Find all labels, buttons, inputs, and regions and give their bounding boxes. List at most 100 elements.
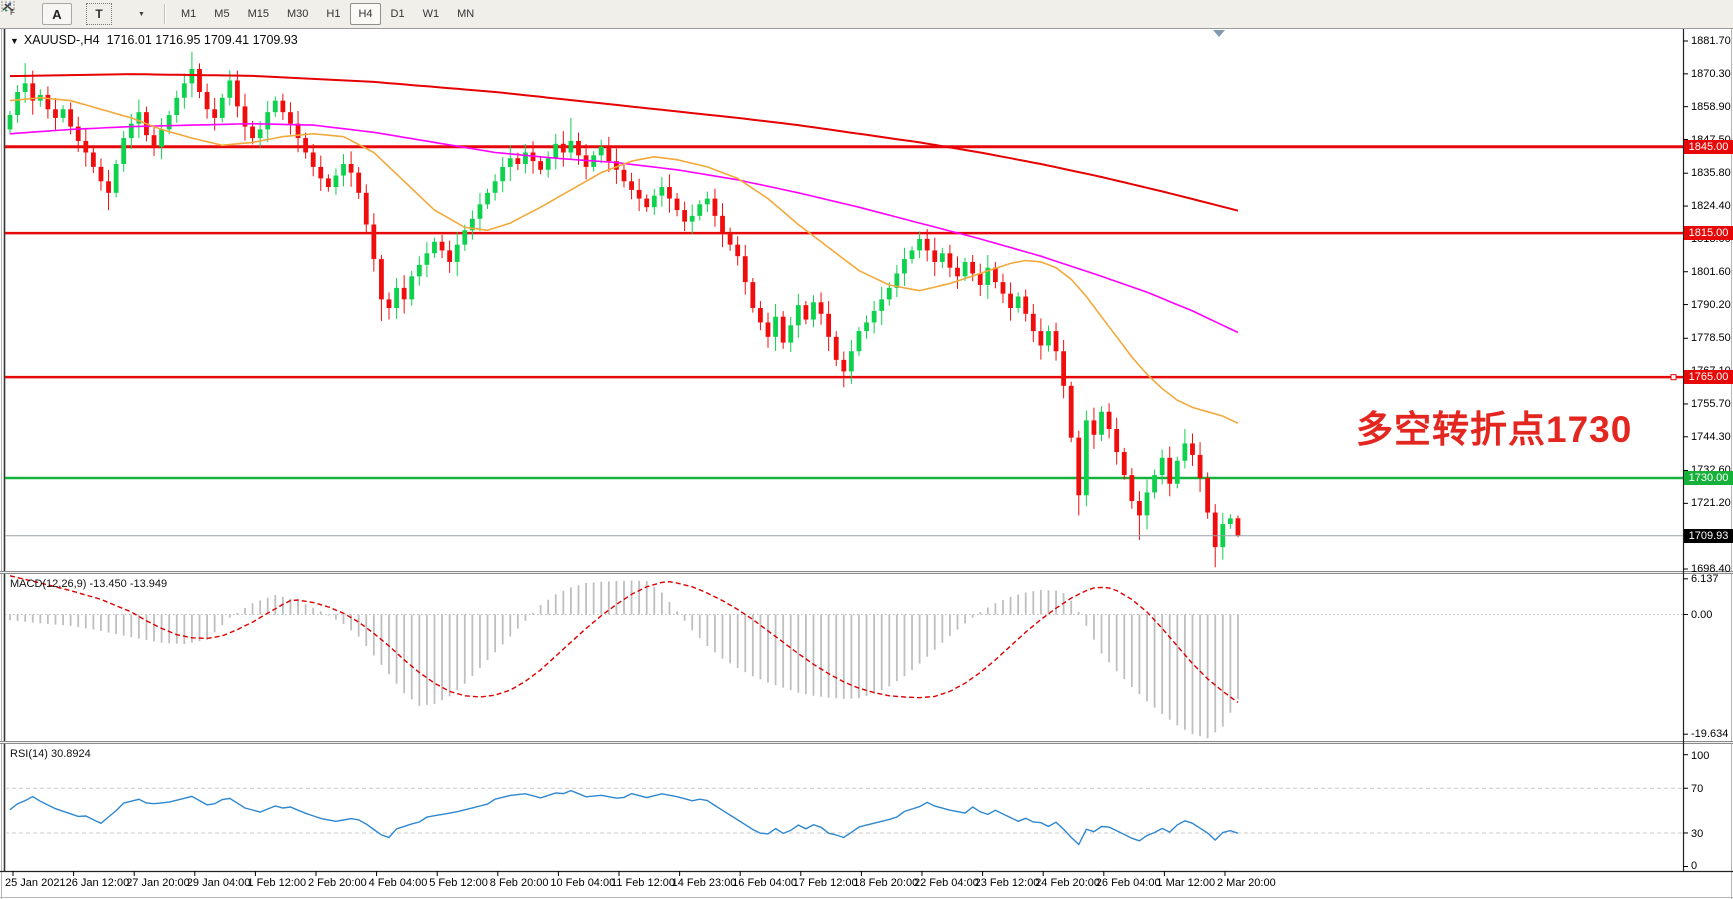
timeframe-button-M30[interactable]: M30 bbox=[286, 8, 309, 20]
timeframe-button-D1[interactable]: D1 bbox=[390, 8, 405, 20]
candle-36 bbox=[280, 100, 286, 113]
candle-108 bbox=[826, 313, 832, 337]
candle-13 bbox=[106, 181, 111, 193]
candle-42 bbox=[325, 178, 331, 188]
candle-92 bbox=[704, 198, 710, 205]
candle-103 bbox=[788, 325, 794, 343]
candle-32 bbox=[250, 126, 255, 139]
toolbar: F A T ▼ M1 M5 M15 M30 H1 H4 D1 W1 MN bbox=[0, 0, 1733, 29]
hline-price-label[interactable]: 1765.00 bbox=[1684, 370, 1733, 385]
candle-157 bbox=[1197, 454, 1203, 478]
timeframe-button-M5[interactable]: M5 bbox=[214, 8, 230, 20]
candle-34 bbox=[265, 112, 271, 130]
rsi-axis-tick: 30 bbox=[1691, 827, 1704, 840]
candle-130 bbox=[993, 267, 998, 283]
hline-price-label[interactable]: 1730.00 bbox=[1684, 470, 1733, 485]
candle-67 bbox=[515, 158, 521, 165]
candle-129 bbox=[985, 267, 991, 285]
candle-38 bbox=[295, 123, 301, 139]
macd-axis-tick: 0.00 bbox=[1691, 608, 1713, 621]
time-axis-label: 5 Feb 12:00 bbox=[429, 877, 488, 889]
candle-41 bbox=[318, 166, 324, 179]
candle-10 bbox=[83, 140, 89, 153]
price-axis-tick: 1881.70 bbox=[1691, 35, 1731, 47]
hline-price-label[interactable]: 1845.00 bbox=[1684, 139, 1733, 154]
candle-33 bbox=[257, 129, 263, 139]
candle-15 bbox=[121, 138, 127, 165]
candle-14 bbox=[113, 164, 119, 193]
candle-155 bbox=[1182, 443, 1188, 461]
candle-82 bbox=[629, 181, 634, 190]
candle-147 bbox=[1121, 452, 1127, 476]
candle-96 bbox=[735, 244, 741, 257]
candle-44 bbox=[341, 164, 346, 176]
chart-annotation-text[interactable]: 多空转折点1730 bbox=[1356, 409, 1633, 450]
candle-46 bbox=[356, 172, 362, 193]
candle-11 bbox=[90, 152, 96, 167]
candle-104 bbox=[795, 305, 801, 326]
timeframe-button-H4[interactable]: H4 bbox=[350, 3, 381, 25]
price-axis-tick: 1790.20 bbox=[1691, 298, 1731, 311]
candle-25 bbox=[197, 68, 202, 92]
macd-axis-tick: -19.634 bbox=[1691, 728, 1729, 741]
price-axis-tick: 1835.80 bbox=[1691, 167, 1731, 180]
price-axis-tick: 1721.20 bbox=[1691, 497, 1731, 510]
text-tool-button[interactable]: T bbox=[86, 3, 112, 25]
candle-45 bbox=[348, 164, 354, 173]
candle-125 bbox=[955, 267, 960, 277]
candle-79 bbox=[606, 146, 612, 162]
timeframe-button-W1[interactable]: W1 bbox=[422, 8, 440, 20]
candle-58 bbox=[447, 250, 453, 262]
candle-138 bbox=[1053, 331, 1059, 352]
symbol-dropdown-icon[interactable]: ▼ bbox=[10, 36, 19, 46]
time-axis-label: 2 Feb 20:00 bbox=[308, 877, 367, 889]
candle-5 bbox=[45, 94, 51, 110]
candle-127 bbox=[970, 261, 976, 274]
candle-66 bbox=[507, 158, 513, 167]
candle-137 bbox=[1046, 331, 1051, 346]
timeframe-button-MN[interactable]: MN bbox=[457, 8, 475, 20]
candle-139 bbox=[1061, 351, 1067, 386]
candle-89 bbox=[682, 210, 688, 222]
time-axis-label: 23 Feb 12:00 bbox=[974, 877, 1040, 889]
candle-53 bbox=[409, 276, 415, 300]
dropdown-caret-icon: ▼ bbox=[138, 10, 145, 18]
candle-128 bbox=[977, 273, 983, 285]
candle-119 bbox=[909, 250, 915, 260]
candle-140 bbox=[1068, 385, 1074, 438]
timeframe-button-M15[interactable]: M15 bbox=[247, 8, 269, 20]
macd-indicator-label: MACD(12,26,9) -13.450 -13.949 bbox=[10, 578, 168, 590]
candle-136 bbox=[1038, 331, 1044, 346]
candle-91 bbox=[697, 204, 703, 216]
candle-93 bbox=[712, 198, 718, 216]
rsi-indicator-label: RSI(14) 30.8924 bbox=[10, 748, 91, 760]
candle-78 bbox=[598, 146, 604, 156]
price-axis-tick: 1698.40 bbox=[1691, 563, 1731, 575]
chart-title: ▼ XAUUSD-,H4 1716.01 1716.95 1709.41 1709… bbox=[10, 33, 298, 47]
candle-74 bbox=[568, 140, 574, 153]
arrange-windows-button[interactable]: ▼ bbox=[2, 2, 152, 25]
price-axis-tick: 1755.70 bbox=[1691, 397, 1731, 410]
candle-117 bbox=[894, 273, 900, 288]
candle-16 bbox=[128, 123, 134, 139]
candle-99 bbox=[758, 308, 763, 323]
candle-52 bbox=[401, 287, 407, 300]
candle-55 bbox=[424, 253, 430, 265]
candle-20 bbox=[159, 129, 164, 147]
candle-111 bbox=[848, 351, 854, 372]
timeframe-button-M1[interactable]: M1 bbox=[181, 8, 197, 20]
svg-text:F: F bbox=[10, 8, 15, 16]
timeframe-button-H1[interactable]: H1 bbox=[326, 8, 341, 20]
hline-price-label[interactable]: 1815.00 bbox=[1684, 226, 1733, 241]
candle-0 bbox=[7, 115, 13, 130]
candle-110 bbox=[841, 359, 847, 372]
a-label: A bbox=[52, 6, 62, 22]
arrow-cursor-button[interactable]: A bbox=[42, 3, 72, 25]
time-axis-label: 11 Feb 12:00 bbox=[611, 877, 676, 889]
time-axis-label: 1 Mar 12:00 bbox=[1156, 877, 1216, 889]
candle-95 bbox=[727, 233, 733, 245]
candle-106 bbox=[811, 302, 816, 320]
symbol-name: XAUUSD-,H4 bbox=[23, 33, 100, 47]
candle-143 bbox=[1091, 420, 1097, 435]
